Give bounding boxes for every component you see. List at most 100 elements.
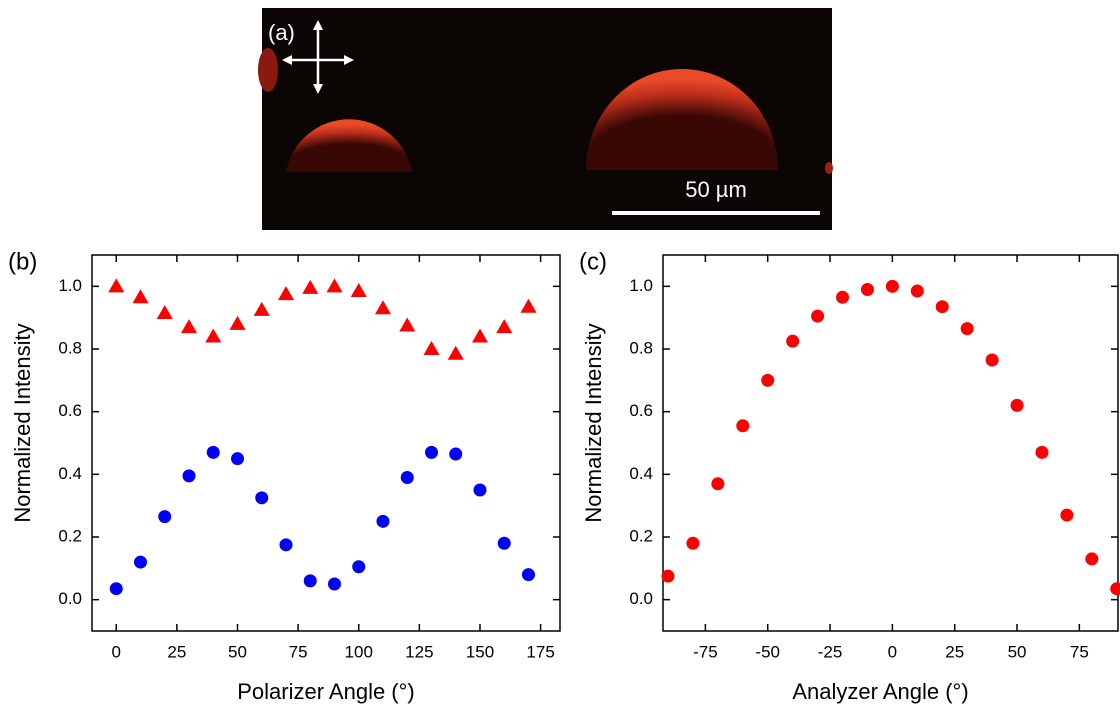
y-tick-label: 0.6 <box>58 401 82 420</box>
data-point <box>133 555 147 569</box>
data-point <box>711 477 725 491</box>
data-point <box>786 334 800 348</box>
data-point <box>836 290 850 304</box>
data-point <box>326 278 343 293</box>
data-point <box>180 319 197 334</box>
data-point <box>811 309 825 323</box>
data-point <box>471 328 488 343</box>
y-tick-label: 0.2 <box>629 526 653 545</box>
data-point <box>376 514 390 528</box>
x-tick-label: 25 <box>167 642 186 661</box>
data-point <box>885 279 899 293</box>
data-point <box>302 279 319 294</box>
y-tick-label: 0.8 <box>629 338 653 357</box>
data-point <box>1060 508 1074 522</box>
data-point <box>303 574 317 588</box>
x-tick-label: 175 <box>526 642 554 661</box>
x-tick-label: -25 <box>818 642 843 661</box>
x-axis-label: Analyzer Angle (°) <box>792 679 968 704</box>
data-point <box>253 301 270 316</box>
data-point <box>1035 445 1049 459</box>
x-tick-label: 150 <box>466 642 494 661</box>
x-tick-label: 125 <box>405 642 433 661</box>
data-point <box>496 319 513 334</box>
data-point <box>910 284 924 298</box>
data-point <box>736 419 750 433</box>
y-tick-label: 0.2 <box>58 526 82 545</box>
droplet-edge <box>825 162 833 174</box>
x-tick-label: 0 <box>112 642 121 661</box>
data-point <box>350 283 367 298</box>
x-axis-label: Polarizer Angle (°) <box>237 679 415 704</box>
data-point <box>424 445 438 459</box>
data-point <box>1010 398 1024 412</box>
data-point <box>1085 552 1099 566</box>
x-tick-label: 50 <box>228 642 247 661</box>
data-point <box>277 286 294 301</box>
data-point <box>156 304 173 319</box>
panel-label: (c) <box>579 248 607 275</box>
y-tick-label: 1.0 <box>58 276 82 295</box>
data-point <box>108 278 125 293</box>
data-point <box>473 483 487 497</box>
x-tick-label: 75 <box>289 642 308 661</box>
data-point <box>686 536 700 550</box>
y-axis-label: Normalized Intensity <box>10 323 35 522</box>
y-tick-label: 0.6 <box>629 401 653 420</box>
polarizer-arrows <box>282 20 354 94</box>
scale-bar-label: 50 µm <box>685 177 747 202</box>
x-tick-label: 100 <box>345 642 373 661</box>
plot-frame <box>91 254 561 632</box>
data-point <box>521 568 535 582</box>
data-point <box>497 536 511 550</box>
data-point <box>520 298 537 313</box>
data-point <box>449 447 463 461</box>
data-point <box>399 317 416 332</box>
y-tick-label: 0.8 <box>58 338 82 357</box>
y-tick-label: 1.0 <box>629 276 653 295</box>
droplet <box>586 68 778 170</box>
data-point <box>109 582 123 596</box>
data-point <box>327 577 341 591</box>
y-axis-label: Normalized Intensity <box>581 323 606 522</box>
droplet-edge <box>258 48 278 92</box>
data-point <box>860 282 874 296</box>
data-point <box>255 491 269 505</box>
data-point <box>374 300 391 315</box>
y-tick-label: 0.4 <box>629 464 653 483</box>
y-tick-label: 0.0 <box>58 589 82 608</box>
data-point <box>400 470 414 484</box>
x-tick-label: -50 <box>755 642 780 661</box>
panel-label: (b) <box>8 248 37 275</box>
data-point <box>158 510 172 524</box>
data-point <box>935 300 949 314</box>
data-point <box>352 560 366 574</box>
y-tick-label: 0.4 <box>58 464 82 483</box>
data-point <box>230 452 244 466</box>
x-tick-label: 75 <box>1070 642 1089 661</box>
x-tick-label: 50 <box>1008 642 1027 661</box>
panel-label: (a) <box>268 20 295 45</box>
data-point <box>761 373 775 387</box>
micrograph: (a) 50 µm <box>258 8 833 230</box>
data-point <box>206 445 220 459</box>
data-point <box>661 569 675 583</box>
x-tick-label: -75 <box>693 642 718 661</box>
data-point <box>229 315 246 330</box>
data-point <box>279 538 293 552</box>
x-tick-label: 0 <box>888 642 897 661</box>
data-point <box>447 345 464 360</box>
data-point <box>960 322 974 336</box>
y-tick-label: 0.0 <box>629 589 653 608</box>
data-point <box>423 341 440 355</box>
data-point <box>182 469 196 483</box>
plot-frame <box>662 254 1119 632</box>
droplet <box>286 119 412 172</box>
data-point <box>205 328 222 343</box>
data-point <box>132 289 149 304</box>
data-point <box>1110 582 1120 596</box>
x-tick-label: 25 <box>945 642 964 661</box>
data-point <box>985 353 999 367</box>
